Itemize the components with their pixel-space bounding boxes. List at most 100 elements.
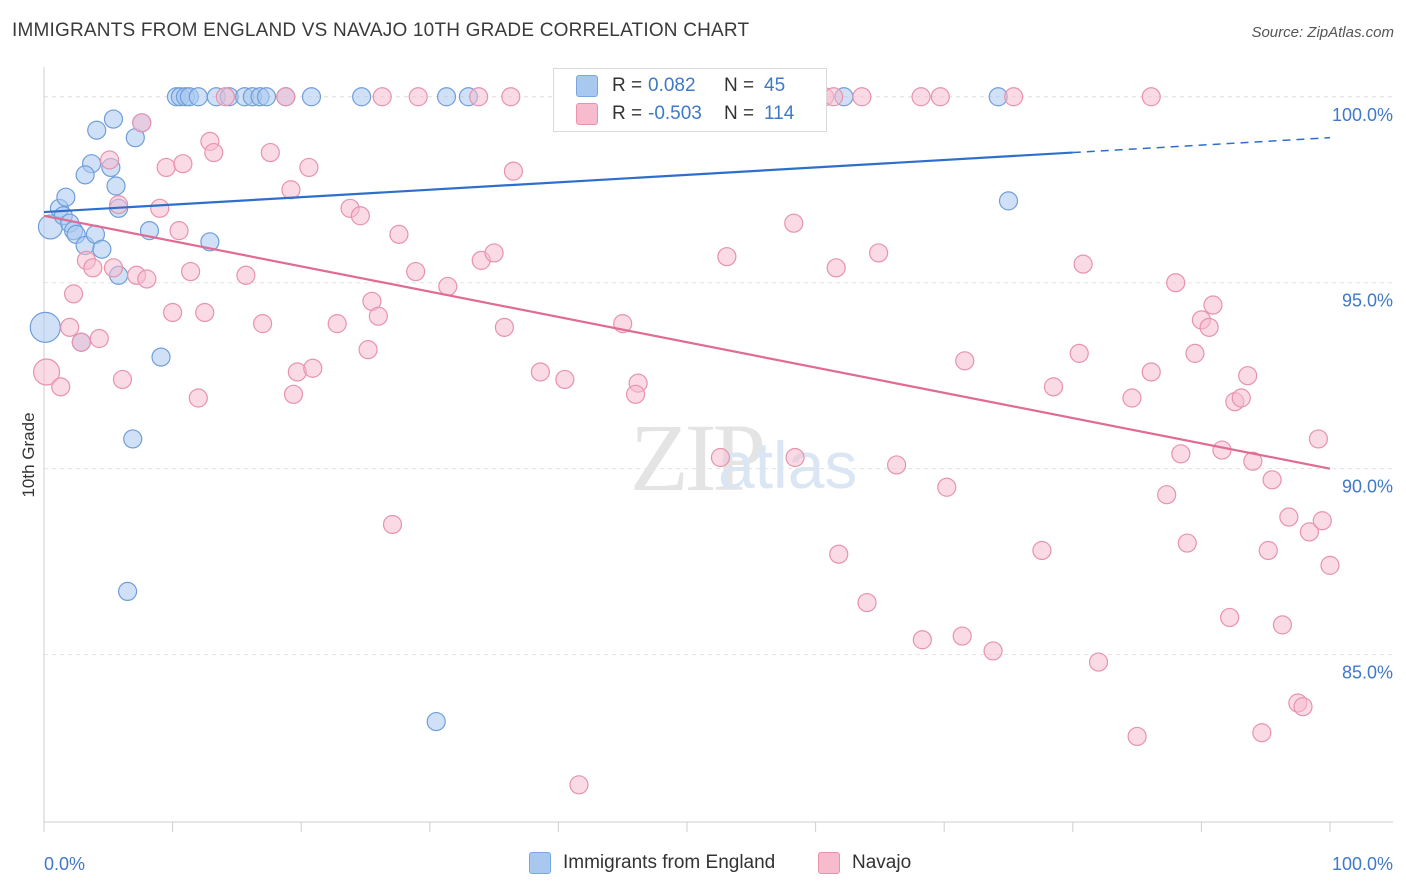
navajo-trend-line (43, 214, 1331, 470)
navajo-point (1312, 511, 1332, 531)
england-point (103, 109, 124, 129)
navajo-point (281, 180, 301, 200)
navajo-point (1308, 429, 1329, 449)
navajo-point (204, 142, 224, 163)
navajo-point (156, 157, 176, 178)
navajo-point (955, 351, 975, 371)
navajo-point (132, 113, 152, 133)
legend-r-value: 0.082 (648, 75, 696, 96)
navajo-point (1073, 254, 1093, 274)
legend-swatch-england (576, 75, 598, 97)
navajo-point (1258, 540, 1278, 561)
navajo-point (112, 369, 133, 390)
england-point (256, 87, 277, 107)
navajo-point (372, 87, 392, 107)
navajo-point (32, 358, 61, 386)
england-point (188, 87, 208, 107)
england-point (123, 429, 143, 449)
navajo-point (826, 258, 846, 278)
navajo-point (937, 477, 957, 497)
navajo-point (163, 302, 183, 323)
england-point (87, 120, 107, 140)
legend-item-england: Immigrants from England (529, 852, 775, 874)
legend-row-navajo: R = -0.503 N = 114 (576, 101, 794, 127)
navajo-point (1320, 555, 1340, 575)
navajo-point (503, 161, 523, 181)
navajo-point (1203, 295, 1223, 315)
england-point (301, 87, 322, 107)
navajo-point (303, 358, 323, 378)
navajo-point (108, 195, 129, 215)
navajo-point (195, 302, 215, 323)
legend-n-label: N = (724, 103, 755, 124)
navajo-point (1231, 388, 1251, 408)
navajo-point (857, 592, 877, 613)
navajo-point (1088, 652, 1109, 672)
y-tick-label: 100.0% (1332, 105, 1393, 125)
navajo-point (1004, 87, 1024, 107)
chart-title: IMMIGRANTS FROM ENGLAND VS NAVAJO 10TH G… (12, 20, 750, 41)
navajo-point (83, 258, 103, 278)
navajo-point (1243, 451, 1263, 471)
navajo-point (983, 641, 1003, 661)
navajo-point (188, 388, 208, 408)
y-axis-label: 10th Grade (19, 412, 38, 497)
navajo-point (1166, 273, 1186, 293)
navajo-point (1171, 444, 1191, 464)
england-point (106, 176, 126, 196)
legend-row-england: R = 0.082 N = 45 (576, 73, 785, 99)
y-tick-label: 95.0% (1342, 291, 1393, 311)
navajo-point (1238, 366, 1258, 386)
navajo-point (1262, 470, 1282, 490)
x-tick-label-max: 100.0% (1332, 854, 1393, 874)
legend-n-value: 114 (764, 103, 795, 124)
navajo-point (51, 377, 71, 397)
navajo-point (829, 544, 849, 564)
navajo-point (869, 243, 889, 263)
navajo-point (137, 269, 157, 289)
legend-n-label: N = (724, 75, 755, 96)
navajo-point (501, 87, 521, 107)
navajo-point (260, 142, 280, 163)
navajo-point (382, 514, 403, 535)
source-label: Source: ZipAtlas.com (1251, 24, 1394, 41)
navajo-point (1157, 485, 1177, 505)
navajo-point (1199, 317, 1219, 337)
legend-r-label: R = (612, 103, 643, 124)
x-tick-label-min: 0.0% (44, 854, 85, 874)
data-points (29, 87, 1340, 795)
england-point (200, 232, 220, 252)
navajo-point (236, 265, 256, 285)
england-point (92, 239, 112, 259)
navajo-point (1127, 726, 1147, 747)
england-trend-extension (1072, 136, 1331, 154)
navajo-point (887, 455, 907, 475)
legend-r-value: -0.503 (648, 103, 702, 124)
navajo-point (469, 87, 489, 107)
navajo-point (912, 630, 932, 650)
legend-label-england: Immigrants from England (563, 852, 776, 873)
navajo-point (103, 258, 124, 278)
navajo-point (181, 261, 201, 282)
navajo-point (327, 314, 347, 334)
navajo-point (283, 384, 304, 404)
navajo-point (99, 150, 120, 170)
navajo-point (253, 314, 273, 334)
navajo-point (215, 87, 235, 107)
navajo-point (625, 384, 646, 404)
navajo-point (569, 775, 589, 795)
navajo-point (930, 87, 950, 107)
navajo-point (276, 87, 296, 107)
navajo-point (1212, 440, 1232, 460)
england-point (998, 191, 1019, 211)
england-point (56, 187, 76, 207)
y-tick-label: 90.0% (1342, 477, 1393, 497)
legend-swatch-navajo (818, 852, 840, 874)
navajo-point (60, 317, 80, 337)
navajo-point (530, 362, 550, 382)
navajo-point (1220, 607, 1240, 628)
navajo-point (71, 332, 91, 352)
gridlines (44, 96, 1393, 656)
navajo-point (63, 284, 84, 304)
